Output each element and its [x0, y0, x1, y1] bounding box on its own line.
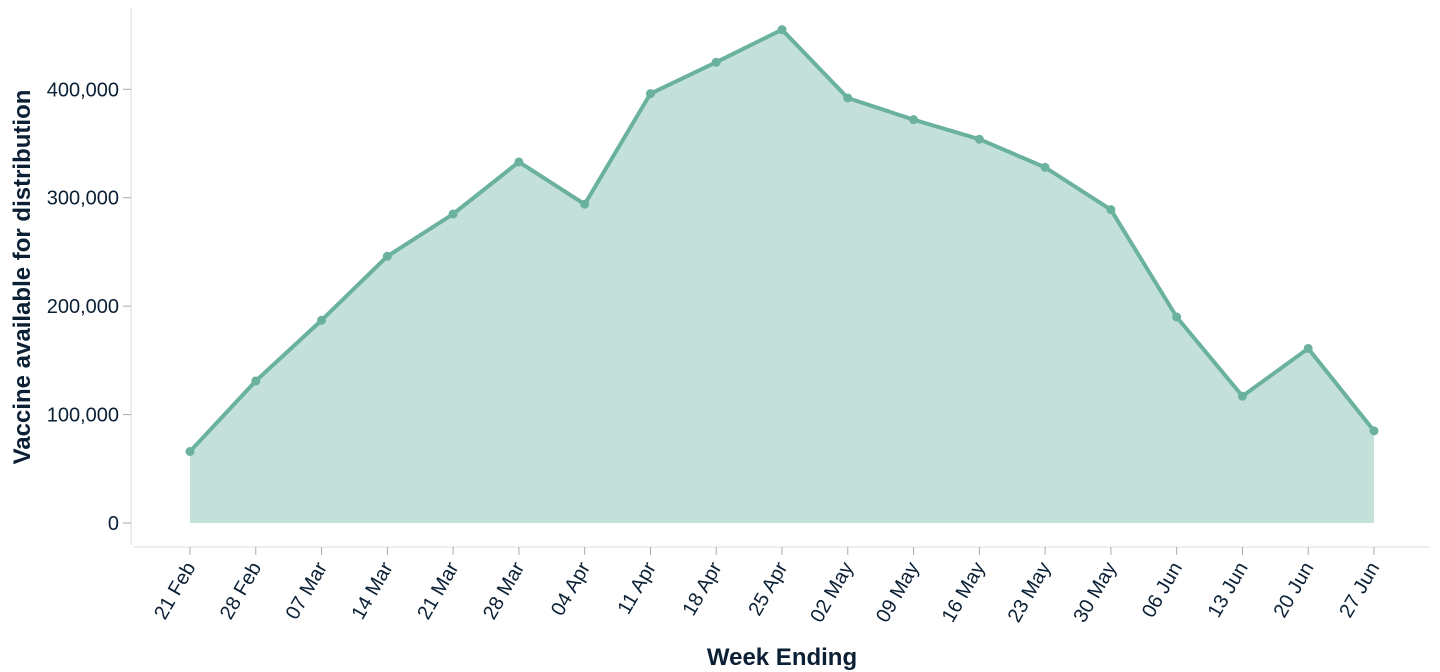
x-tick-label: 18 Apr	[679, 558, 727, 619]
x-tick-label: 02 May	[806, 559, 858, 627]
area	[190, 29, 1374, 524]
point	[645, 89, 655, 99]
point	[382, 251, 392, 261]
point	[974, 134, 984, 144]
point	[1172, 312, 1182, 322]
point	[843, 93, 853, 103]
x-tick-label: 30 May	[1069, 559, 1121, 627]
y-tick-label: 200,000	[47, 296, 119, 318]
point	[1237, 391, 1247, 401]
point	[1369, 426, 1379, 436]
point	[1040, 162, 1050, 172]
point	[711, 57, 721, 67]
point	[448, 209, 458, 219]
x-axis-title: Week Ending	[707, 644, 857, 671]
x-tick-label: 20 Jun	[1269, 559, 1318, 622]
x-tick-label: 21 Feb	[150, 559, 200, 624]
y-tick-label: 400,000	[47, 79, 119, 101]
x-tick-label: 28 Feb	[216, 559, 266, 624]
x-tick-label: 28 Mar	[479, 558, 529, 623]
x-tick-label: 13 Jun	[1204, 559, 1253, 622]
x-tick-label: 23 May	[1004, 559, 1056, 627]
x-tick-label: 27 Jun	[1335, 559, 1384, 622]
point	[185, 446, 195, 456]
y-axis-title: Vaccine available for distribution	[9, 90, 36, 465]
x-tick-label: 04 Apr	[547, 558, 595, 619]
point	[514, 157, 524, 167]
x-tick-label: 06 Jun	[1138, 559, 1187, 622]
x-tick-label: 07 Mar	[282, 558, 332, 623]
x-tick-label: 11 Apr	[614, 558, 661, 618]
x-tick-label: 21 Mar	[413, 558, 463, 623]
x-tick-label: 16 May	[938, 558, 990, 626]
point	[251, 376, 261, 386]
y-tick-label: 300,000	[47, 188, 119, 210]
x-tick-label: 09 May	[872, 559, 924, 627]
point	[580, 199, 590, 209]
point	[317, 315, 327, 325]
point	[1106, 205, 1116, 215]
point	[1303, 343, 1313, 353]
y-tick-label: 0	[108, 513, 119, 535]
y-tick-label: 100,000	[47, 405, 119, 427]
point	[777, 25, 787, 35]
x-tick-label: 25 Apr	[744, 558, 792, 619]
x-tick-label: 14 Mar	[347, 558, 397, 623]
point	[909, 115, 919, 125]
